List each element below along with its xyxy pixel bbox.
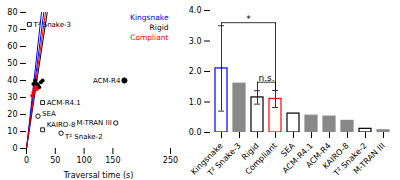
svg-text:0.0: 0.0 bbox=[189, 128, 202, 137]
svg-text:SEA: SEA bbox=[279, 141, 297, 159]
svg-text:ACM-R4: ACM-R4 bbox=[304, 141, 333, 170]
svg-text:n.s.: n.s. bbox=[258, 73, 274, 83]
svg-text:150: 150 bbox=[105, 156, 120, 165]
svg-text:T² Snake-2: T² Snake-2 bbox=[64, 133, 103, 141]
svg-text:100: 100 bbox=[76, 156, 91, 165]
svg-text:80: 80 bbox=[7, 8, 17, 17]
svg-text:Rigid: Rigid bbox=[150, 23, 169, 32]
svg-text:60: 60 bbox=[7, 42, 17, 51]
svg-text:SEA: SEA bbox=[42, 110, 56, 118]
svg-text:40: 40 bbox=[7, 76, 17, 85]
svg-text:70: 70 bbox=[7, 25, 17, 34]
svg-text:Rigid: Rigid bbox=[240, 141, 261, 162]
svg-text:M-TRAN III: M-TRAN III bbox=[77, 119, 112, 127]
svg-text:T² Snake-3: T² Snake-3 bbox=[205, 141, 242, 178]
svg-text:KAIRO-8: KAIRO-8 bbox=[47, 121, 76, 129]
svg-text:KAIRO-8: KAIRO-8 bbox=[321, 141, 351, 171]
svg-text:0: 0 bbox=[24, 156, 29, 165]
svg-text:T² Snake-3: T² Snake-3 bbox=[32, 21, 71, 29]
svg-text:ACM-R4.1: ACM-R4.1 bbox=[280, 141, 315, 176]
svg-text:0: 0 bbox=[12, 144, 17, 153]
svg-text:30: 30 bbox=[7, 93, 17, 102]
svg-text:10: 10 bbox=[7, 127, 17, 136]
svg-text:*: * bbox=[246, 14, 251, 24]
svg-text:250: 250 bbox=[163, 156, 178, 165]
svg-text:ACM-R4.1: ACM-R4.1 bbox=[47, 99, 81, 107]
svg-text:M-TRAN III: M-TRAN III bbox=[352, 141, 387, 176]
svg-text:Kingsnake: Kingsnake bbox=[189, 141, 225, 177]
svg-text:4.0: 4.0 bbox=[189, 6, 202, 15]
svg-text:Kingsnake: Kingsnake bbox=[130, 13, 169, 22]
svg-text:Traversal time (s): Traversal time (s) bbox=[63, 171, 134, 180]
svg-text:Compliant: Compliant bbox=[243, 141, 278, 176]
svg-text:20: 20 bbox=[7, 110, 17, 119]
svg-text:50: 50 bbox=[7, 59, 17, 68]
svg-text:T² Snake-2: T² Snake-2 bbox=[332, 141, 369, 178]
svg-text:1.0: 1.0 bbox=[189, 98, 202, 107]
svg-text:Compliant: Compliant bbox=[130, 33, 168, 42]
svg-text:ACM-R4: ACM-R4 bbox=[93, 77, 121, 85]
svg-text:50: 50 bbox=[50, 156, 60, 165]
svg-text:3.0: 3.0 bbox=[189, 37, 202, 46]
svg-text:2.0: 2.0 bbox=[189, 67, 202, 76]
